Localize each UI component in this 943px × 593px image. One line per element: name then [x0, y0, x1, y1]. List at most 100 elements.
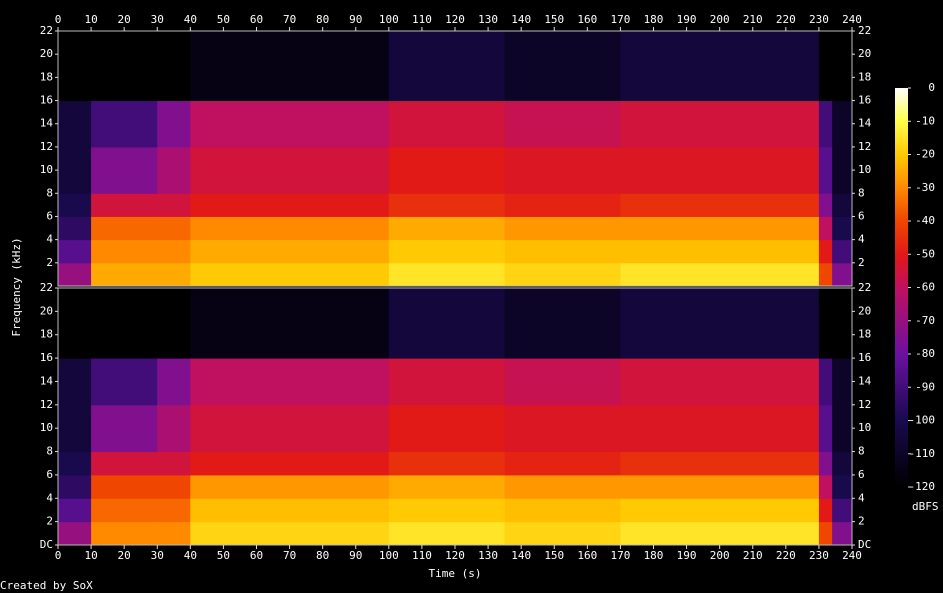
spectrogram-cell [388, 451, 506, 476]
spectrogram-cell [388, 262, 506, 287]
y-tick-label: 6 [46, 209, 53, 222]
colorbar-tick-label: -100 [909, 414, 936, 427]
colorbar-tick-label: -80 [915, 347, 935, 360]
spectrogram-cell [818, 521, 833, 546]
spectrogram-cell [388, 358, 506, 406]
spectrogram-cell [190, 262, 390, 287]
spectrogram-cell [91, 474, 158, 499]
x-tick-label: 230 [809, 13, 829, 26]
spectrogram-cell [832, 474, 853, 499]
spectrogram-cell [58, 358, 92, 406]
x-tick-label: 170 [610, 13, 630, 26]
spectrogram-cell [818, 498, 833, 523]
spectrogram-cell [832, 521, 853, 546]
colorbar [895, 88, 908, 487]
colorbar-label: dBFS [912, 500, 939, 513]
y-tick-label: 2 [858, 256, 865, 269]
y-tick-label: 22 [858, 24, 871, 37]
y-tick-label: 16 [858, 351, 871, 364]
spectrogram-cell [157, 216, 191, 241]
x-tick-label: 240 [842, 549, 862, 562]
y-tick-label: 22 [858, 281, 871, 294]
spectrogram-cell [190, 193, 390, 217]
y-tick-label: 6 [858, 468, 865, 481]
x-tick-label: 10 [84, 549, 97, 562]
spectrogram-cell [504, 262, 621, 287]
spectrogram-cell [620, 262, 820, 287]
spectrogram-cell [620, 193, 820, 217]
spectrogram-cell [818, 239, 833, 264]
spectrogram-cell [504, 31, 621, 102]
spectrogram-cell [620, 404, 820, 453]
y-tick-label: 16 [40, 351, 53, 364]
x-tick-label: 120 [445, 13, 465, 26]
x-tick-label: 230 [809, 549, 829, 562]
spectrogram-cell [818, 288, 833, 359]
x-tick-label: 20 [118, 549, 131, 562]
spectrogram-cell [388, 100, 506, 148]
x-tick-label: 100 [379, 13, 399, 26]
x-tick-label: 140 [511, 549, 531, 562]
spectrogram-cell [58, 451, 92, 476]
y-tick-label: 14 [40, 117, 54, 130]
colorbar-tick-label: -40 [915, 214, 935, 227]
y-tick-label: 8 [858, 186, 865, 199]
x-tick-label: 220 [776, 549, 796, 562]
spectrogram-cell [832, 146, 853, 194]
spectrogram-cell [91, 31, 158, 102]
x-tick-label: 240 [842, 13, 862, 26]
spectrogram-cell [832, 262, 853, 287]
spectrogram-cell [504, 239, 621, 264]
y-tick-label: 4 [858, 233, 865, 246]
spectrogram-cell [504, 216, 621, 241]
y-tick-label: 14 [858, 117, 872, 130]
spectrogram-cell [388, 239, 506, 264]
x-tick-label: 210 [743, 13, 763, 26]
spectrogram-cell [91, 193, 158, 217]
spectrogram-cell [157, 404, 191, 453]
spectrogram-cell [190, 404, 390, 453]
spectrogram-cell [58, 288, 92, 359]
spectrogram-cell [620, 146, 820, 194]
y-tick-label: 18 [40, 70, 53, 83]
y-tick-label: 10 [40, 421, 53, 434]
spectrogram-cell [91, 288, 158, 359]
spectrogram-cell [388, 31, 506, 102]
x-tick-label: 0 [55, 13, 62, 26]
y-tick-label: 20 [40, 304, 53, 317]
spectrogram-cell [504, 146, 621, 194]
x-tick-label: 130 [478, 13, 498, 26]
y-tick-label: 4 [46, 233, 53, 246]
spectrogram-cell [504, 193, 621, 217]
x-tick-label: 10 [84, 13, 97, 26]
x-tick-label: 190 [677, 549, 697, 562]
spectrogram-cell [388, 521, 506, 546]
spectrogram-cell [620, 358, 820, 406]
y-tick-label: 16 [858, 94, 871, 107]
y-tick-label: 14 [858, 374, 872, 387]
y-tick-label: 16 [40, 94, 53, 107]
spectrogram-cell [58, 193, 92, 217]
spectrogram-cell [58, 521, 92, 546]
spectrogram-cell [190, 216, 390, 241]
spectrogram-cell [157, 521, 191, 546]
spectrogram-cell [91, 146, 158, 194]
spectrogram-cell [58, 498, 92, 523]
colorbar-tick-label: -110 [909, 447, 936, 460]
x-tick-label: 160 [577, 13, 597, 26]
y-tick-label: 12 [858, 398, 871, 411]
y-tick-label: 4 [46, 491, 53, 504]
x-tick-label: 30 [151, 13, 164, 26]
spectrogram-cell [190, 31, 390, 102]
spectrogram-cell [157, 31, 191, 102]
spectrogram-cell [190, 474, 390, 499]
spectrogram-cell [818, 358, 833, 406]
spectrogram-cell [620, 474, 820, 499]
x-tick-label: 180 [644, 13, 664, 26]
y-tick-label: DC [858, 538, 871, 551]
spectrogram-cell [91, 358, 158, 406]
spectrogram-cell [620, 239, 820, 264]
spectrogram-cell [832, 100, 853, 148]
x-tick-label: 40 [184, 13, 197, 26]
